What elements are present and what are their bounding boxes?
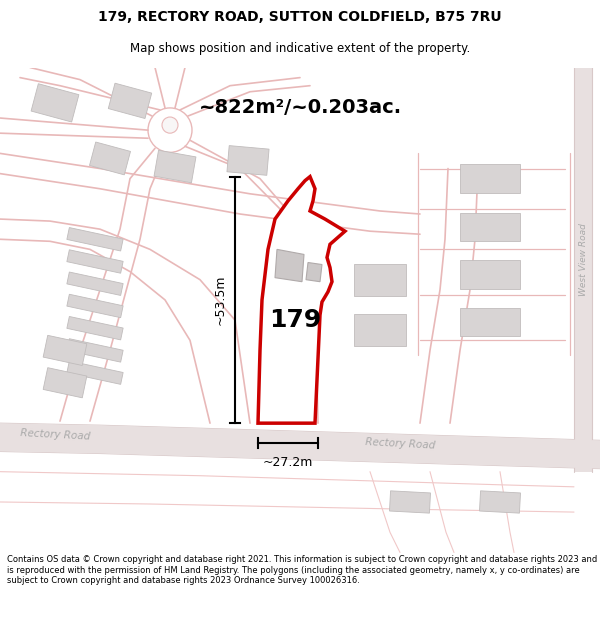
Bar <box>354 264 406 296</box>
Text: Rectory Road: Rectory Road <box>365 436 435 450</box>
Text: Contains OS data © Crown copyright and database right 2021. This information is : Contains OS data © Crown copyright and d… <box>7 555 598 585</box>
Bar <box>67 228 123 251</box>
Text: ~822m²/~0.203ac.: ~822m²/~0.203ac. <box>199 98 401 118</box>
Polygon shape <box>574 68 592 472</box>
Bar <box>67 272 123 296</box>
Bar <box>389 491 430 513</box>
Bar <box>460 164 520 192</box>
Text: ~53.5m: ~53.5m <box>214 274 227 325</box>
Bar <box>460 308 520 336</box>
Bar <box>108 83 152 119</box>
Bar <box>460 261 520 289</box>
Polygon shape <box>0 423 600 469</box>
Bar <box>67 339 123 362</box>
Text: 179: 179 <box>269 308 321 332</box>
Text: West View Road: West View Road <box>578 223 587 296</box>
Text: Rectory Road: Rectory Road <box>20 429 90 442</box>
Bar <box>43 336 87 366</box>
Bar <box>67 361 123 384</box>
Bar <box>460 213 520 241</box>
Text: Map shows position and indicative extent of the property.: Map shows position and indicative extent… <box>130 42 470 55</box>
Text: 179, RECTORY ROAD, SUTTON COLDFIELD, B75 7RU: 179, RECTORY ROAD, SUTTON COLDFIELD, B75… <box>98 10 502 24</box>
Bar <box>43 368 87 398</box>
Bar <box>89 142 130 175</box>
Bar <box>31 84 79 122</box>
Bar <box>479 491 520 513</box>
Bar <box>354 314 406 346</box>
Bar <box>67 294 123 318</box>
Polygon shape <box>258 177 345 423</box>
Polygon shape <box>275 249 304 282</box>
Text: ~27.2m: ~27.2m <box>263 456 313 469</box>
Bar <box>154 150 196 182</box>
Bar <box>67 250 123 273</box>
Bar <box>67 316 123 340</box>
Polygon shape <box>306 262 322 282</box>
Bar <box>227 146 269 175</box>
Circle shape <box>162 117 178 133</box>
